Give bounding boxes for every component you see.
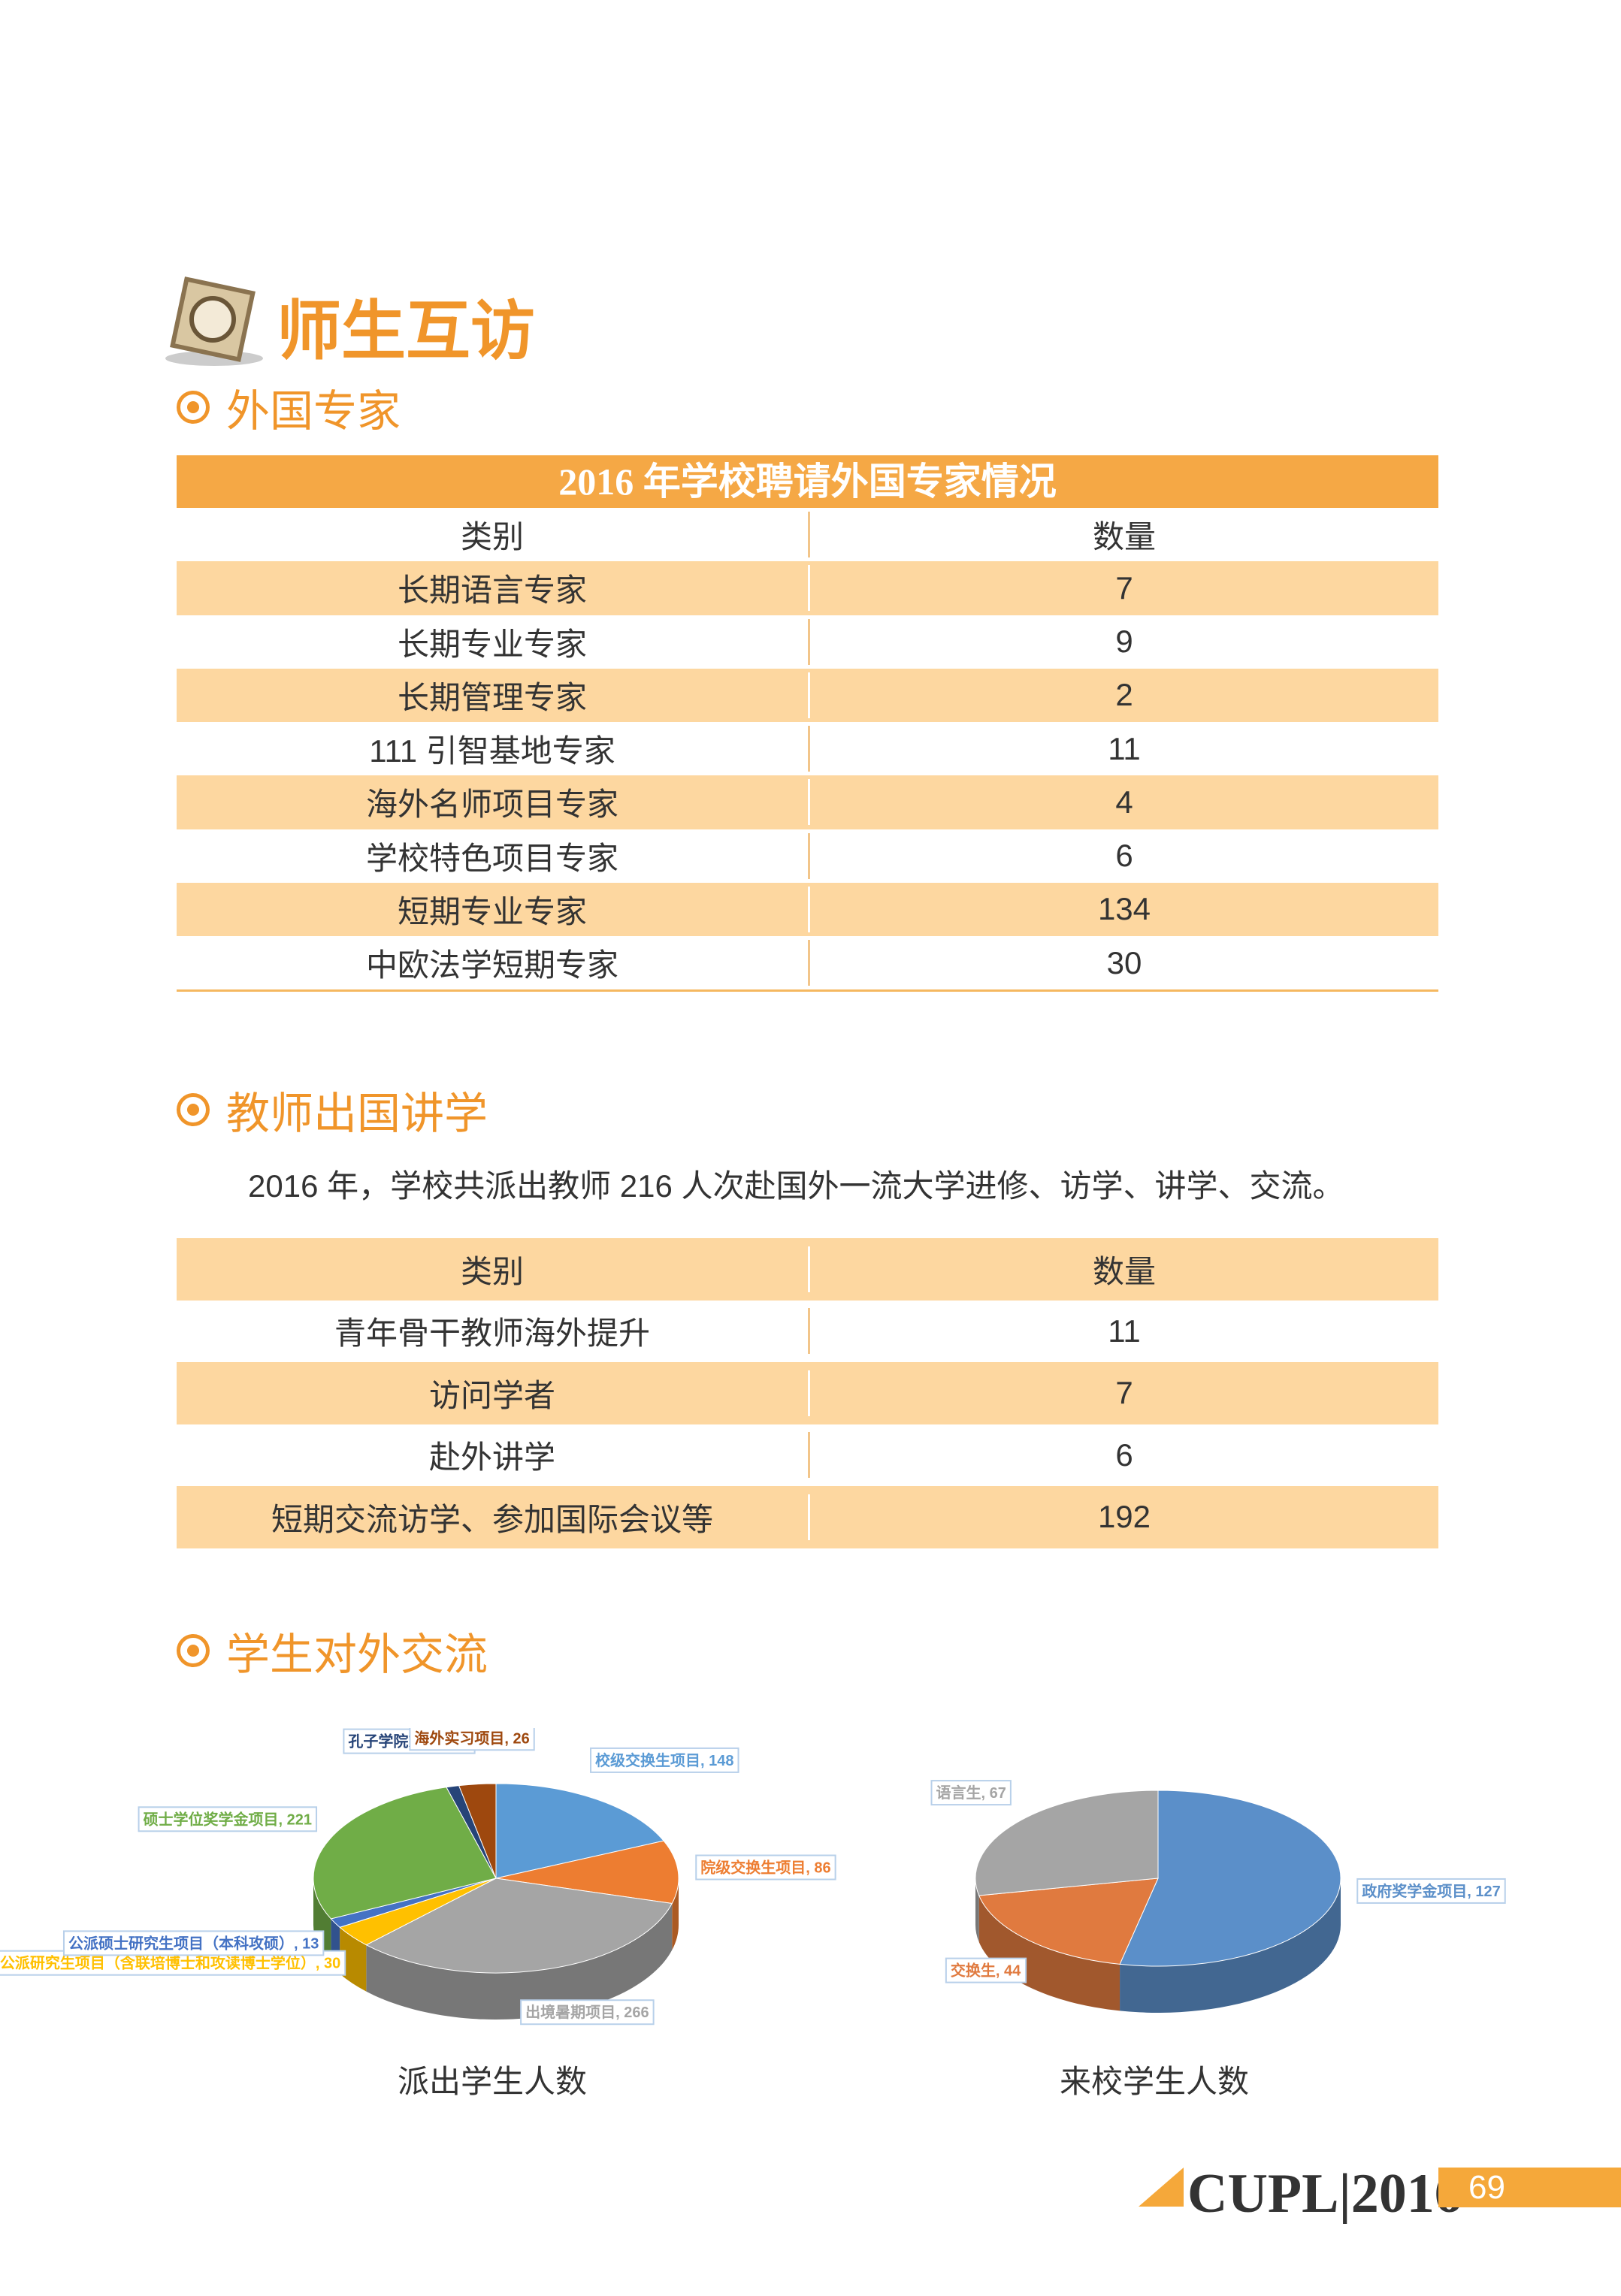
data-label: 交换生, 44 (951, 1962, 1021, 1980)
table-cell: 中欧法学短期专家 (177, 940, 810, 986)
label-box (138, 1806, 318, 1832)
table-row: 青年骨干教师海外提升 11 (177, 1301, 1438, 1363)
label-box (930, 1780, 1012, 1806)
pie-slice (458, 1783, 497, 1879)
table-cell: 青年骨干教师海外提升 (177, 1308, 810, 1355)
table-cell: 赴外讲学 (177, 1432, 810, 1479)
table-cell: 访问学者 (177, 1370, 810, 1416)
table-row: 长期语言专家 7 (177, 561, 1438, 615)
header-icon (165, 276, 263, 366)
section-title: 学生对外交流 (226, 1630, 488, 1679)
table-cell: 学校特色项目专家 (177, 832, 810, 879)
table-cell: 192 (1097, 1499, 1151, 1535)
table-cell: 7 (1115, 1375, 1133, 1411)
table-cell: 数量 (1092, 1253, 1156, 1289)
table-cell: 9 (1115, 624, 1133, 660)
label-box (695, 1854, 836, 1881)
table-row: 短期交流访学、参加国际会议等 192 (177, 1486, 1438, 1548)
footer-brand: CUPL|2016 (1187, 2163, 1462, 2225)
table-cell: 30 (1106, 944, 1142, 980)
pie-slice (1119, 1790, 1341, 1967)
table-row: 111 引智基地专家 11 (177, 722, 1438, 775)
table-row: 海外名师项目专家 4 (177, 775, 1438, 829)
table-row: 学校特色项目专家 6 (177, 829, 1438, 883)
pie-slice (313, 1787, 497, 1920)
table-cell: 111 引智基地专家 (177, 726, 810, 772)
slice-side (1120, 1878, 1341, 2013)
table-title: 2016 年学校聘请外国专家情况 (177, 455, 1438, 508)
table-rule (177, 989, 1438, 992)
chart-caption: 派出学生人数 (398, 2064, 587, 2099)
table-cell: 7 (1115, 569, 1133, 606)
paragraph: 2016 年，学校共派出教师 216 人次赴国外一流大学进修、访学、讲学、交流。 (248, 1168, 1344, 1204)
table-cell: 短期交流访学、参加国际会议等 (177, 1494, 810, 1540)
data-label: 出境暑期项目, 266 (525, 2003, 649, 2021)
label-box (520, 1999, 655, 2026)
data-label: 高水平公派研究生项目（含联培博士和攻读博士学位）, 30 (0, 1954, 340, 1972)
table-cell: 短期专业专家 (177, 886, 810, 932)
section-title: 教师出国讲学 (226, 1089, 488, 1138)
table-cell: 6 (1115, 838, 1133, 874)
table-row: 短期专业专家 134 (177, 882, 1438, 936)
page-number: 69 (1438, 2168, 1621, 2207)
slice-side (340, 1927, 367, 1992)
label-box (409, 1728, 535, 1751)
table-row: 访问学者 7 (177, 1362, 1438, 1424)
data-label: 公派硕士研究生项目（本科攻硕）, 13 (68, 1934, 319, 1952)
section-title: 外国专家 (226, 387, 401, 436)
table-cell: 134 (1097, 891, 1151, 927)
table-cell: 长期语言专家 (177, 565, 810, 612)
table-cell: 6 (1115, 1437, 1133, 1473)
table-cell: 类别 (177, 512, 810, 558)
page-title: 师生互访 (277, 295, 535, 367)
chart-caption: 来校学生人数 (1060, 2064, 1249, 2099)
table-row: 赴外讲学 6 (177, 1424, 1438, 1487)
label-box (1356, 1878, 1506, 1904)
data-label: 院级交换生项目, 86 (700, 1858, 830, 1876)
table-cell: 2 (1115, 677, 1133, 713)
slice-side (978, 1896, 1120, 2011)
slice-side (672, 1878, 679, 1950)
table-cell: 长期管理专家 (177, 672, 810, 718)
charts: 校级交换生项目, 148 院级交换生项目, 86 出境暑期项目, 266 高水平公派研… (0, 1728, 1506, 2099)
label-box (62, 1930, 325, 1956)
table-row: 长期专业专家 9 (177, 615, 1438, 669)
section-heading: 学生对外交流 (177, 1619, 488, 1682)
table-cell: 海外名师项目专家 (177, 779, 810, 826)
table-cell: 11 (1108, 730, 1141, 766)
data-label: 海外实习项目, 26 (414, 1729, 529, 1747)
table-cell: 长期专业专家 (177, 618, 810, 665)
table-header: 类别 数量 (177, 1238, 1438, 1301)
pie-slice (978, 1878, 1159, 1965)
label-box (590, 1747, 739, 1773)
table-row: 长期管理专家 2 (177, 668, 1438, 722)
section-heading: 教师出国讲学 (177, 1078, 488, 1141)
table-cell: 数量 (1092, 519, 1156, 555)
table-cell: 11 (1108, 1313, 1141, 1349)
footer-triangle (1139, 2168, 1184, 2207)
table-row: 中欧法学短期专家 30 (177, 936, 1438, 989)
data-label: 语言生, 67 (936, 1784, 1006, 1802)
table-cell: 类别 (177, 1246, 810, 1292)
table-header: 类别 数量 (177, 508, 1438, 561)
pie-slice (495, 1783, 665, 1879)
table-cell: 4 (1115, 784, 1133, 820)
data-label: 校级交换生项目, 148 (595, 1751, 733, 1769)
pie-slice (975, 1790, 1159, 1896)
data-label: 政府奖学金项目, 127 (1362, 1882, 1500, 1900)
pie-slice (495, 1840, 679, 1905)
slice-side (366, 1903, 673, 2020)
label-box (945, 1957, 1027, 1983)
section-heading: 外国专家 (177, 376, 401, 439)
data-label: 硕士学位奖学金项目, 221 (144, 1810, 312, 1828)
pie-slice (365, 1878, 673, 1974)
